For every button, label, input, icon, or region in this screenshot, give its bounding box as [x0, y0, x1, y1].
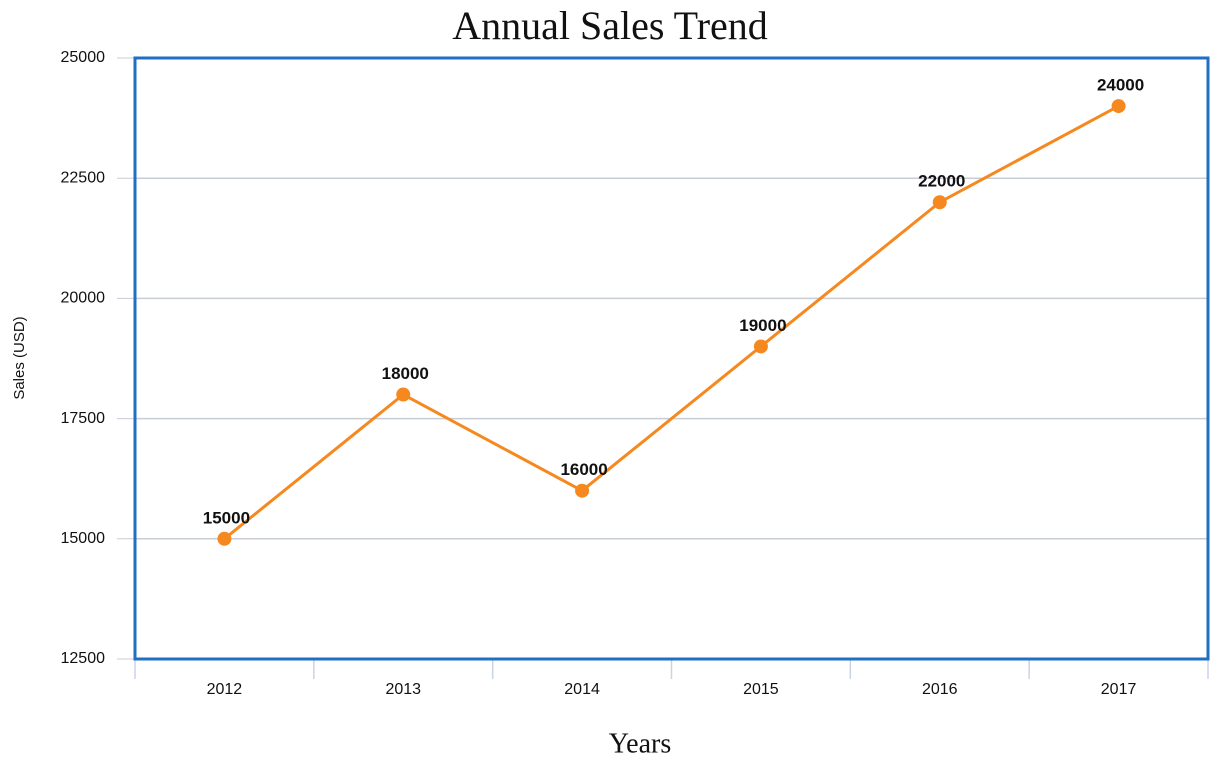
plot-frame — [133, 56, 1210, 661]
y-tick-label: 20000 — [61, 290, 106, 307]
data-point — [1111, 99, 1126, 114]
data-label: 19000 — [739, 316, 786, 335]
data-point — [753, 339, 768, 354]
data-label: 24000 — [1097, 76, 1144, 95]
series-line — [223, 104, 1120, 540]
y-axis-label: Sales (USD) — [11, 316, 28, 399]
y-tick-label: 17500 — [61, 410, 106, 427]
data-label: 15000 — [203, 508, 250, 527]
chart-title: Annual Sales Trend — [452, 3, 768, 48]
x-tick-label: 2015 — [743, 681, 779, 698]
x-tick-label: 2012 — [207, 681, 243, 698]
x-tick-label: 2017 — [1101, 681, 1137, 698]
x-tick-label: 2016 — [922, 681, 958, 698]
y-tick-label: 22500 — [61, 169, 106, 186]
y-tick-label: 15000 — [61, 530, 106, 547]
x-tick-label: 2014 — [564, 681, 600, 698]
data-label: 16000 — [560, 460, 607, 479]
data-point — [575, 483, 590, 498]
data-point — [396, 387, 411, 402]
data-point — [932, 195, 947, 210]
y-tick-label: 25000 — [61, 49, 106, 66]
x-axis-label: Years — [609, 728, 672, 759]
data-label: 18000 — [382, 364, 429, 383]
data-label: 22000 — [918, 172, 965, 191]
x-tick-label: 2013 — [385, 681, 421, 698]
y-tick-label: 12500 — [61, 650, 106, 667]
data-point — [217, 531, 232, 546]
